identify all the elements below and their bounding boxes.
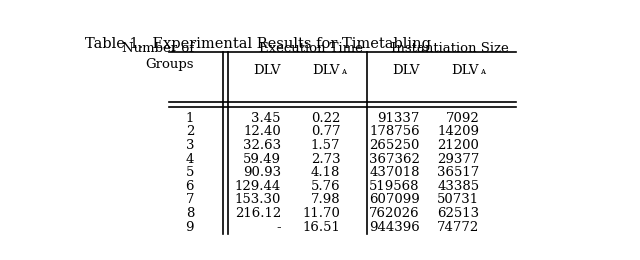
- Text: 4.18: 4.18: [311, 166, 340, 179]
- Text: 367362: 367362: [369, 153, 420, 166]
- Text: 178756: 178756: [369, 125, 420, 138]
- Text: DLV: DLV: [451, 64, 478, 77]
- Text: 437018: 437018: [369, 166, 420, 179]
- Text: Instantiation Size: Instantiation Size: [390, 42, 508, 55]
- Text: 9: 9: [186, 221, 194, 234]
- Text: 62513: 62513: [437, 207, 479, 220]
- Text: 11.70: 11.70: [303, 207, 340, 220]
- Text: 91337: 91337: [378, 112, 420, 125]
- Text: 216.12: 216.12: [235, 207, 281, 220]
- Text: 14209: 14209: [437, 125, 479, 138]
- Text: 762026: 762026: [369, 207, 420, 220]
- Text: 59.49: 59.49: [243, 153, 281, 166]
- Text: 32.63: 32.63: [243, 139, 281, 152]
- Text: Groups: Groups: [145, 58, 194, 71]
- Text: DLV: DLV: [392, 64, 420, 77]
- Text: 90.93: 90.93: [243, 166, 281, 179]
- Text: 36517: 36517: [437, 166, 479, 179]
- Text: DLV: DLV: [253, 64, 281, 77]
- Text: 4: 4: [186, 153, 194, 166]
- Text: 2: 2: [186, 125, 194, 138]
- Text: 153.30: 153.30: [234, 193, 281, 206]
- Text: Table 1.  Experimental Results for Timetabling: Table 1. Experimental Results for Timeta…: [85, 37, 431, 51]
- Text: 0.22: 0.22: [311, 112, 340, 125]
- Text: 12.40: 12.40: [243, 125, 281, 138]
- Text: 3: 3: [186, 139, 194, 152]
- Text: ᴀ: ᴀ: [341, 67, 346, 76]
- Text: 1: 1: [186, 112, 194, 125]
- Text: ᴀ: ᴀ: [480, 67, 485, 76]
- Text: 21200: 21200: [437, 139, 479, 152]
- Text: 5.76: 5.76: [311, 180, 340, 193]
- Text: DLV: DLV: [312, 64, 339, 77]
- Text: 265250: 265250: [369, 139, 420, 152]
- Text: 29377: 29377: [437, 153, 479, 166]
- Text: 7.98: 7.98: [311, 193, 340, 206]
- Text: 944396: 944396: [369, 221, 420, 234]
- Text: 7: 7: [186, 193, 194, 206]
- Text: 6: 6: [186, 180, 194, 193]
- Text: 16.51: 16.51: [303, 221, 340, 234]
- Text: 519568: 519568: [369, 180, 420, 193]
- Text: 8: 8: [186, 207, 194, 220]
- Text: 74772: 74772: [437, 221, 479, 234]
- Text: -: -: [276, 221, 281, 234]
- Text: 7092: 7092: [445, 112, 479, 125]
- Text: 3.45: 3.45: [252, 112, 281, 125]
- Text: 129.44: 129.44: [235, 180, 281, 193]
- Text: 5: 5: [186, 166, 194, 179]
- Text: 1.57: 1.57: [311, 139, 340, 152]
- Text: 607099: 607099: [369, 193, 420, 206]
- Text: 0.77: 0.77: [311, 125, 340, 138]
- Text: 2.73: 2.73: [311, 153, 340, 166]
- Text: Execution Time: Execution Time: [259, 42, 363, 55]
- Text: Number of: Number of: [122, 42, 194, 55]
- Text: 50731: 50731: [437, 193, 479, 206]
- Text: 43385: 43385: [437, 180, 479, 193]
